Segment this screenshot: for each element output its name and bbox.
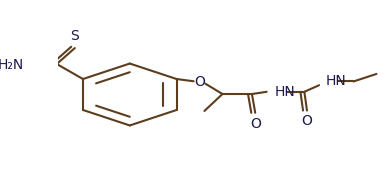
Text: HN: HN: [326, 74, 346, 88]
Text: S: S: [70, 29, 79, 43]
Text: H₂N: H₂N: [0, 58, 24, 72]
Text: O: O: [194, 75, 205, 89]
Text: HN: HN: [275, 85, 296, 99]
Text: O: O: [301, 114, 312, 128]
Text: O: O: [250, 117, 261, 131]
